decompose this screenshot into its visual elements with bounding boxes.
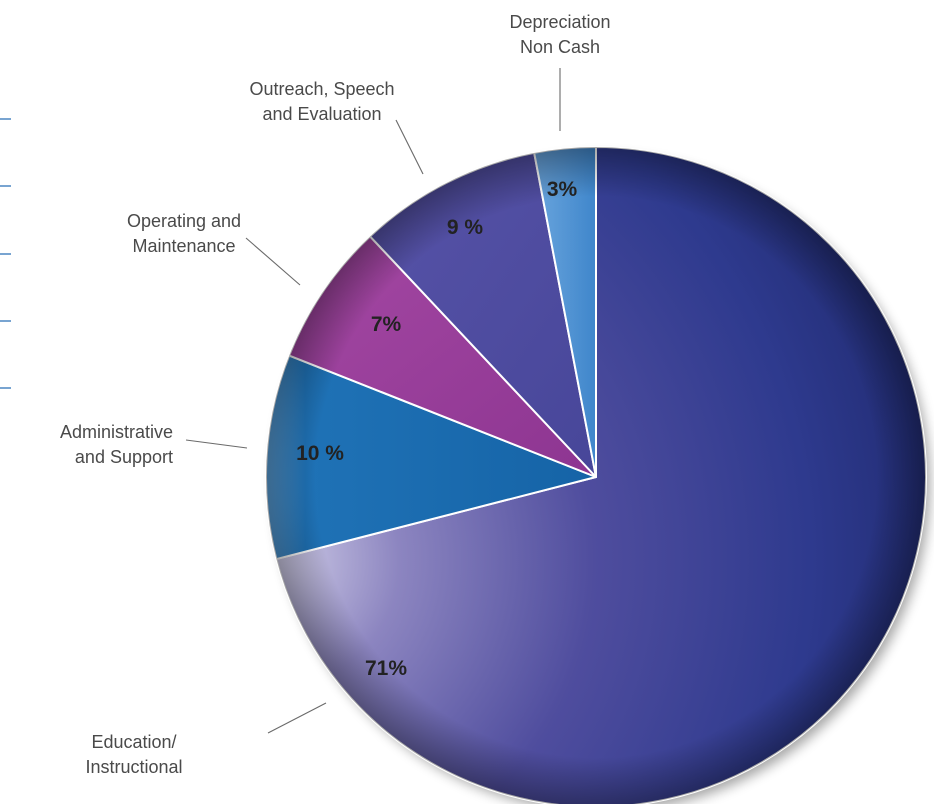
category-label: Outreach, Speech and Evaluation	[249, 79, 394, 124]
slice-value-label: 3%	[547, 178, 578, 201]
leader-line	[245, 237, 301, 286]
decorative-rules	[0, 118, 11, 389]
category-label-line: Outreach, Speech	[249, 79, 394, 99]
category-label-line: Administrative	[60, 422, 173, 442]
category-label: Depreciation Non Cash	[509, 12, 610, 57]
percent-labels: 71% 10 % 7% 9 % 3%	[296, 178, 577, 680]
pie-rim-shade	[266, 147, 926, 804]
category-label-line: Education/	[91, 732, 176, 752]
slice-value-label: 9 %	[447, 216, 484, 239]
category-label: Operating and Maintenance	[127, 211, 241, 256]
slice-value-label: 10 %	[296, 442, 344, 465]
category-label: Administrative and Support	[60, 422, 173, 467]
leader-line	[395, 119, 424, 175]
category-label: Education/Instructional	[85, 732, 182, 777]
category-label-line: Instructional	[85, 757, 182, 777]
category-labels: Education/Instructional Administrative and…	[60, 12, 611, 777]
leader-line	[267, 702, 327, 734]
slice-value-label: 71%	[365, 657, 407, 680]
category-label-line: Maintenance	[132, 236, 235, 256]
category-label-line: Depreciation	[509, 12, 610, 32]
category-label-line: and Support	[75, 447, 173, 467]
leader-line	[185, 439, 248, 449]
leader-lines	[185, 68, 561, 734]
category-label-line: Non Cash	[520, 37, 600, 57]
category-label-line: Operating and	[127, 211, 241, 231]
slice-value-label: 7%	[371, 313, 402, 336]
category-label-line: and Evaluation	[262, 104, 381, 124]
